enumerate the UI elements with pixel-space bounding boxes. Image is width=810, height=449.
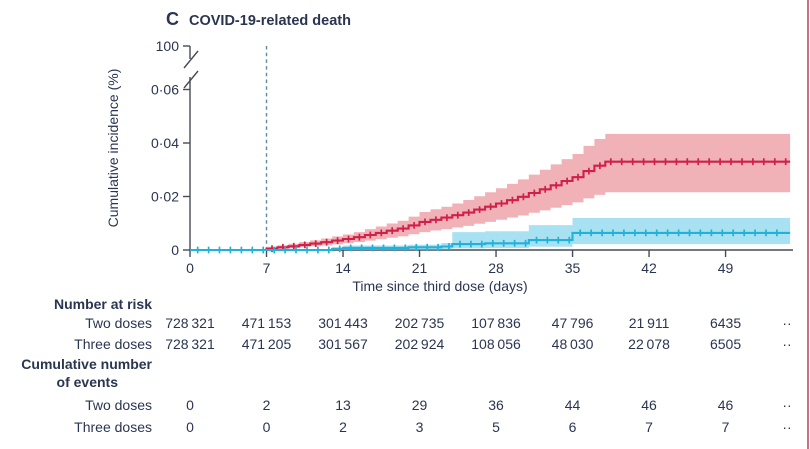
- risk-cell: 728 321: [165, 315, 215, 331]
- events-cell: 0: [262, 419, 271, 435]
- events-cell: 0: [186, 419, 194, 435]
- risk-cell: 471 205: [241, 336, 292, 352]
- y-axis-break-label: 100: [156, 38, 180, 54]
- axis-break-slash-1: [183, 50, 199, 69]
- events-cell: 2: [339, 419, 347, 435]
- risk-cell: 22 078: [628, 336, 670, 352]
- risk-cell: ··: [782, 315, 792, 331]
- three-doses-ci-band: [190, 217, 791, 250]
- risk-cell: 6435: [709, 315, 742, 331]
- risk-table-header: Number at risk: [53, 296, 152, 312]
- x-tick-label: 35: [565, 260, 581, 276]
- events-cell: 3: [415, 419, 424, 435]
- y-tick-label: 0·04: [151, 135, 179, 151]
- events-row-label-three-doses: Three doses: [74, 419, 152, 435]
- events-row-label-two-doses: Two doses: [85, 397, 152, 413]
- events-cell: 44: [564, 397, 581, 413]
- panel-letter: C: [166, 9, 179, 29]
- risk-cell: ··: [782, 336, 792, 352]
- events-cell: ··: [782, 419, 792, 435]
- risk-row-label-three-doses: Three doses: [74, 336, 152, 352]
- events-cell: 29: [411, 397, 428, 413]
- risk-cell: 471 153: [241, 315, 292, 331]
- y-tick-label: 0·02: [151, 189, 179, 205]
- risk-cell: 47 796: [551, 315, 594, 331]
- events-cell: 2: [262, 397, 271, 413]
- two-doses-censor-marks: [268, 158, 790, 253]
- km-plot: 0 0·02 0·04 0·06 100 0 7 14 21 28 35 42 49: [151, 38, 793, 276]
- events-cell: 7: [721, 419, 730, 435]
- y-axis: [183, 46, 199, 251]
- risk-cell: 6505: [709, 336, 742, 352]
- x-tick-label: 21: [412, 260, 428, 276]
- events-header-line1: Cumulative number: [21, 356, 152, 372]
- x-tick-label: 28: [488, 260, 504, 276]
- x-tick-label: 14: [335, 260, 351, 276]
- risk-cell: 301 443: [318, 315, 368, 331]
- events-cell: 6: [568, 419, 577, 435]
- risk-cell: 301 567: [318, 336, 368, 352]
- panel-title: C COVID-19-related death: [166, 9, 351, 30]
- x-tick-label: 7: [263, 260, 271, 276]
- events-cell: 13: [335, 397, 351, 413]
- panel-title-text: COVID-19-related death: [189, 13, 351, 29]
- page-border-line: [807, 0, 809, 449]
- x-tick-label: 0: [186, 260, 194, 276]
- x-tick-label: 42: [641, 260, 657, 276]
- events-cell: 46: [641, 397, 657, 413]
- events-cell: 0: [186, 397, 194, 413]
- events-cell: 5: [492, 419, 500, 435]
- two-doses-ci-band: [190, 133, 791, 250]
- axis-break-slash-2: [183, 70, 199, 89]
- risk-cell: 108 056: [471, 336, 521, 352]
- risk-cell: 21 911: [628, 315, 670, 331]
- risk-cell: 202 924: [394, 336, 445, 352]
- three-doses-censor-marks: [194, 229, 781, 254]
- risk-cell: 728 321: [165, 336, 215, 352]
- y-tick-label: 0·06: [151, 82, 179, 98]
- events-cell: 46: [717, 397, 734, 413]
- risk-cell: 48 030: [551, 336, 594, 352]
- risk-cell: 202 735: [394, 315, 445, 331]
- events-cell: 7: [645, 419, 653, 435]
- y-tick-label: 0: [171, 242, 179, 258]
- events-header-line2: of events: [56, 374, 118, 390]
- risk-row-label-two-doses: Two doses: [85, 315, 152, 331]
- events-cell: ··: [782, 397, 792, 413]
- plot-generated-content: 0 0·02 0·04 0·06 100 0 7 14 21 28 35 42 49: [151, 38, 791, 276]
- x-tick-label: 49: [718, 260, 734, 276]
- risk-cell: 107 836: [471, 315, 521, 331]
- events-cell: 36: [488, 397, 504, 413]
